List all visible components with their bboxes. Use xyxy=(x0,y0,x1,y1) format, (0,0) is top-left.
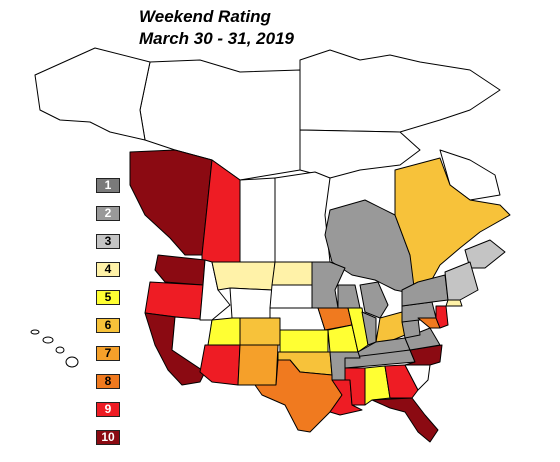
legend-item-10: 10 xyxy=(96,430,120,445)
region-manitoba xyxy=(274,171,331,263)
region-north-dakota xyxy=(271,261,313,286)
region-nunavut-mainland xyxy=(299,129,421,179)
region-ontario xyxy=(324,199,421,296)
region-florida xyxy=(371,397,439,443)
legend-item-5: 5 xyxy=(96,290,120,305)
region-south-dakota xyxy=(269,284,313,309)
region-arctic-islands xyxy=(299,49,501,133)
title-line-2: March 30 - 31, 2019 xyxy=(139,29,294,48)
region-michigan xyxy=(359,281,389,319)
region-virginia xyxy=(404,327,441,351)
legend-item-3: 3 xyxy=(96,234,120,249)
region-wisconsin xyxy=(337,284,361,309)
legend-item-9: 9 xyxy=(96,402,120,417)
title-line-1: Weekend Rating xyxy=(139,7,271,26)
legend-item-4: 4 xyxy=(96,262,120,277)
legend-item-2: 2 xyxy=(96,206,120,221)
region-quebec xyxy=(394,157,511,296)
region-georgia xyxy=(384,364,419,399)
region-north-carolina xyxy=(404,344,443,366)
hawaii-islands xyxy=(30,329,79,368)
region-new-jersey xyxy=(435,305,449,329)
region-colorado xyxy=(239,317,281,346)
region-kansas xyxy=(279,329,329,353)
legend-item-1: 1 xyxy=(96,178,120,193)
legend-item-7: 7 xyxy=(96,346,120,361)
region-arizona xyxy=(199,344,241,386)
region-new-mexico xyxy=(237,344,279,386)
region-british-columbia xyxy=(129,149,213,256)
region-utah xyxy=(207,317,241,346)
map-title: Weekend Rating March 30 - 31, 2019 xyxy=(139,6,294,50)
legend-item-8: 8 xyxy=(96,374,120,389)
region-montana xyxy=(211,261,276,291)
region-washington xyxy=(154,254,206,286)
region-ohio xyxy=(375,311,406,343)
region-minnesota xyxy=(311,261,346,309)
region-alabama xyxy=(364,365,391,406)
region-new-england xyxy=(444,261,479,301)
region-wyoming xyxy=(229,287,273,319)
region-connecticut xyxy=(445,299,463,307)
region-texas xyxy=(254,359,343,433)
region-saskatchewan xyxy=(239,177,276,263)
region-alaska xyxy=(34,47,151,141)
legend-item-6: 6 xyxy=(96,318,120,333)
